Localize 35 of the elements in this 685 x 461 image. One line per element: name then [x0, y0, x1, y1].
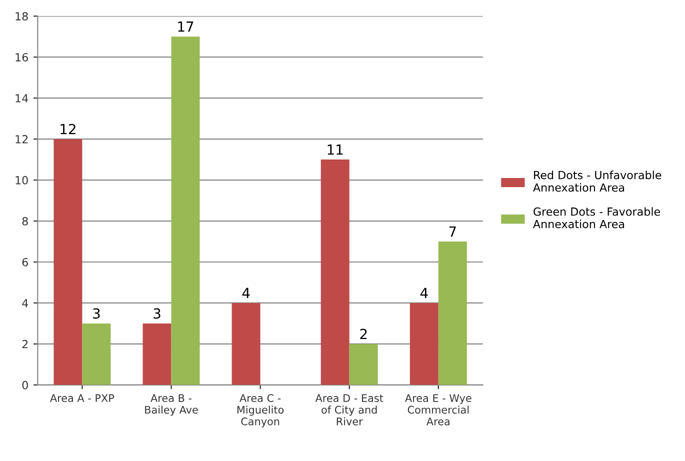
- x-tick-label: Area A - PXP: [50, 394, 114, 402]
- data-label: 17: [178, 22, 194, 32]
- data-label: 3: [93, 308, 100, 319]
- x-tick-label: Area B - Bailey Ave: [145, 394, 198, 416]
- data-label: 4: [420, 288, 428, 298]
- bar: [54, 139, 82, 385]
- bar: [171, 36, 200, 385]
- x-tick-label: Area D - East of City and River: [315, 394, 384, 426]
- bar: [320, 160, 350, 385]
- y-tick-label: 10: [16, 176, 28, 184]
- data-label: 3: [154, 308, 160, 319]
- bar: [349, 344, 378, 385]
- y-tick-label: 18: [16, 12, 28, 21]
- y-tick-label: 2: [22, 340, 28, 348]
- x-tick-label: Area E - Wye Commercial Area: [405, 394, 472, 426]
- legend-label: Red Dots - Unfavorable Annexation Area: [533, 170, 662, 192]
- data-label: 4: [242, 288, 250, 298]
- data-label: 12: [60, 124, 76, 134]
- y-tick-label: 4: [22, 299, 28, 308]
- bar: [82, 323, 111, 385]
- bar: [438, 242, 467, 385]
- data-label: 2: [360, 328, 367, 340]
- data-label: 7: [449, 226, 456, 237]
- x-tick-label: Area C - Miguelito Canyon: [237, 394, 284, 428]
- y-tick-label: 6: [22, 258, 28, 266]
- y-tick-label: 14: [16, 94, 28, 102]
- y-tick-label: 16: [16, 53, 28, 62]
- data-label: 11: [328, 144, 343, 155]
- bar: [410, 302, 438, 385]
- bar: [232, 302, 260, 385]
- legend-label: Green Dots - Favorable Annexation Area: [533, 207, 660, 228]
- y-tick-label: 12: [16, 135, 28, 144]
- y-tick-label: 0: [22, 380, 28, 390]
- bar: [142, 323, 172, 385]
- y-tick-label: 8: [22, 217, 28, 226]
